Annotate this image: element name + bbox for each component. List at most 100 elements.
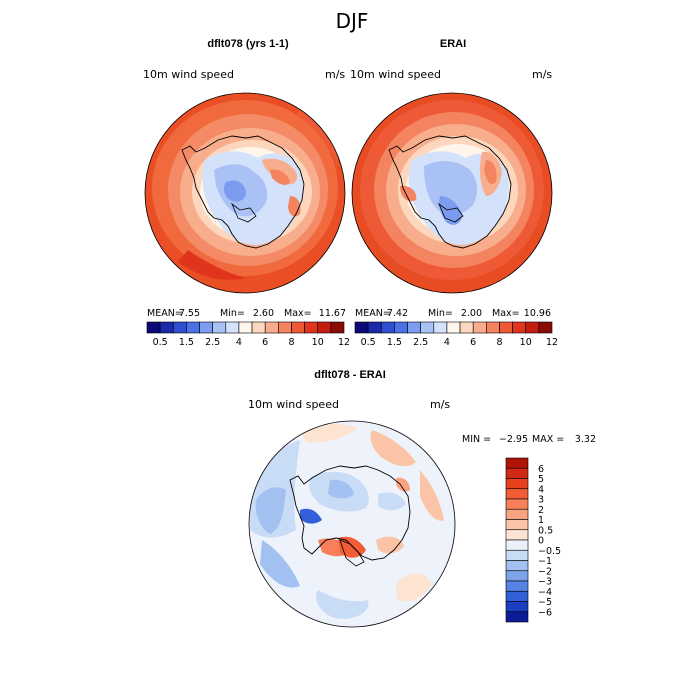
colorbar-swatch — [505, 570, 529, 582]
colorbar: 0.5 1.5 2.5 4 6 8 10 12 — [146, 321, 350, 348]
mean-label: MEAN= — [355, 308, 391, 319]
colorbar-tick-label: −5 — [538, 597, 552, 608]
colorbar-swatch — [505, 580, 529, 592]
colorbar-tick-label: 2.5 — [413, 337, 428, 348]
colorbar-swatch — [505, 519, 529, 531]
colorbar-swatch — [172, 321, 187, 334]
colorbar-tick-label: 3 — [538, 495, 544, 506]
stats-row: MIN = −2.95 MAX = 3.32 — [462, 434, 596, 445]
colorbar-tick-label: 12 — [338, 337, 350, 348]
colorbar-tick-label: −0.5 — [538, 546, 561, 557]
colorbar-swatch — [407, 321, 421, 334]
colorbar-swatch — [505, 590, 529, 602]
colorbar-tick-label: 4 — [444, 337, 450, 348]
colorbar-swatch — [159, 321, 174, 334]
min-label: MIN = — [462, 434, 491, 445]
colorbar-swatch — [278, 321, 292, 334]
units-label: m/s — [532, 68, 552, 81]
colorbar-swatch — [505, 539, 529, 551]
colorbar-swatch — [459, 321, 474, 334]
colorbar-swatch — [505, 529, 529, 541]
colorbar-tick-label: 1.5 — [387, 337, 402, 348]
min-value: −2.95 — [499, 434, 528, 445]
colorbar-swatch — [446, 321, 461, 334]
colorbar-swatch — [420, 321, 435, 334]
colorbar-swatch — [212, 321, 227, 334]
colorbar-swatch — [505, 549, 529, 561]
colorbar-swatch — [186, 321, 200, 334]
max-value: 3.32 — [575, 434, 596, 445]
colorbar-swatch — [238, 321, 253, 334]
colorbar-swatch — [264, 321, 279, 334]
max-label: Max= — [284, 308, 312, 319]
mean-value: 7.55 — [179, 308, 200, 319]
panel-title: ERAI — [440, 38, 466, 50]
colorbar: 0.5 1.5 2.5 4 6 8 10 12 — [354, 321, 558, 348]
colorbar-tick-label: 10 — [520, 337, 532, 348]
max-value: 10.96 — [524, 308, 551, 319]
stats-row: MEAN= 7.55 Min= 2.60 Max= 11.67 — [147, 308, 346, 319]
colorbar-tick-label: −3 — [538, 577, 552, 588]
colorbar-swatch — [472, 321, 487, 334]
colorbar-swatch — [433, 321, 448, 334]
colorbar-swatch — [317, 321, 332, 334]
stats-row: MEAN= 7.42 Min= 2.00 Max= 10.96 — [355, 308, 551, 319]
colorbar-swatch — [146, 321, 161, 334]
mean-value: 7.42 — [387, 308, 408, 319]
min-label: Min= — [220, 308, 245, 319]
colorbar-swatch — [380, 321, 395, 334]
panel-title: dflt078 - ERAI — [314, 369, 386, 381]
max-label: Max= — [492, 308, 520, 319]
colorbar-swatch — [505, 560, 529, 572]
colorbar-swatch — [354, 321, 369, 334]
colorbar-swatch — [505, 467, 529, 479]
panel-model: dflt078 (yrs 1-1) 10m wind speed m/s — [143, 38, 350, 348]
colorbar-swatch — [505, 457, 529, 469]
units-label: m/s — [325, 68, 345, 81]
colorbar-tick-label: 1.5 — [179, 337, 194, 348]
polar-map — [248, 420, 456, 628]
colorbar-tick-label: 2 — [538, 505, 544, 516]
colorbar-swatch — [499, 321, 513, 334]
page-title: DJF — [336, 9, 369, 33]
colorbar-tick-label: 2.5 — [205, 337, 220, 348]
colorbar-swatch — [225, 321, 240, 334]
colorbar-swatch — [525, 321, 540, 334]
colorbar-swatch — [367, 321, 382, 334]
units-label: m/s — [430, 398, 450, 411]
min-label: Min= — [428, 308, 453, 319]
colorbar-tick-label: 0.5 — [153, 337, 168, 348]
colorbar-swatch — [304, 321, 319, 334]
min-value: 2.00 — [461, 308, 482, 319]
colorbar-tick-label: 8 — [496, 337, 502, 348]
variable-label: 10m wind speed — [143, 68, 234, 81]
polar-map — [144, 92, 346, 294]
colorbar-tick-label: −2 — [538, 566, 552, 577]
colorbar-swatch — [505, 498, 529, 510]
colorbar-tick-label: 0 — [538, 536, 544, 547]
colorbar-swatch — [512, 321, 527, 334]
colorbar-tick-label: 12 — [546, 337, 558, 348]
mean-label: MEAN= — [147, 308, 183, 319]
panel-title: dflt078 (yrs 1-1) — [207, 38, 289, 50]
colorbar-swatch — [505, 601, 529, 613]
polar-map — [351, 92, 553, 294]
colorbar-tick-label: 6 — [470, 337, 476, 348]
colorbar-swatch — [199, 321, 213, 334]
colorbar-tick-label: −4 — [538, 587, 552, 598]
colorbar-tick-label: 4 — [538, 484, 544, 495]
colorbar-tick-label: 6 — [538, 464, 544, 475]
colorbar-tick-label: 5 — [538, 474, 544, 485]
colorbar-swatch — [251, 321, 266, 334]
variable-label: 10m wind speed — [248, 398, 339, 411]
colorbar-tick-label: 6 — [262, 337, 268, 348]
colorbar-swatch — [505, 508, 529, 520]
colorbar-tick-label: 4 — [236, 337, 242, 348]
colorbar-tick-label: 10 — [312, 337, 324, 348]
panel-difference: dflt078 - ERAI 10m wind speed m/s — [248, 369, 596, 628]
colorbar-swatch — [291, 321, 305, 334]
colorbar-swatch — [505, 478, 529, 490]
colorbar-swatch — [330, 321, 345, 334]
